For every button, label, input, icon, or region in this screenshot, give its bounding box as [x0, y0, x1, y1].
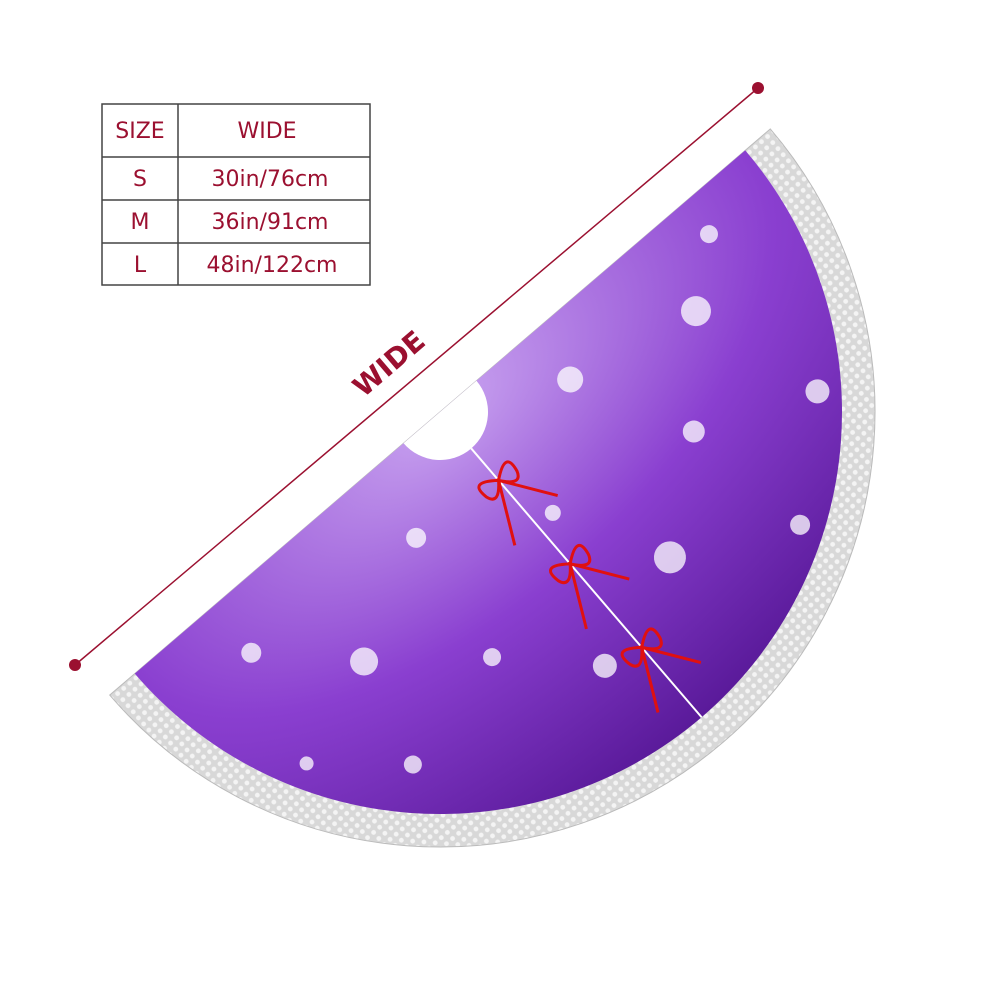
table-cell: S — [133, 167, 147, 192]
size-table — [101, 103, 371, 286]
table-cell: 30in/76cm — [212, 167, 329, 192]
table-cell: 36in/91cm — [212, 210, 329, 235]
sparkles — [241, 225, 830, 774]
table-header: SIZE — [115, 119, 164, 144]
dimension-end — [69, 659, 81, 671]
dimension-line — [74, 87, 759, 666]
tree-skirt — [109, 128, 876, 848]
table-header: WIDE — [237, 119, 296, 144]
table-cell: 48in/122cm — [207, 253, 338, 278]
ribbons — [477, 460, 702, 713]
table-cell: M — [131, 210, 150, 235]
dimension-label: WIDE — [347, 324, 432, 404]
dimension-end — [752, 82, 764, 94]
table-cell: L — [134, 253, 147, 278]
